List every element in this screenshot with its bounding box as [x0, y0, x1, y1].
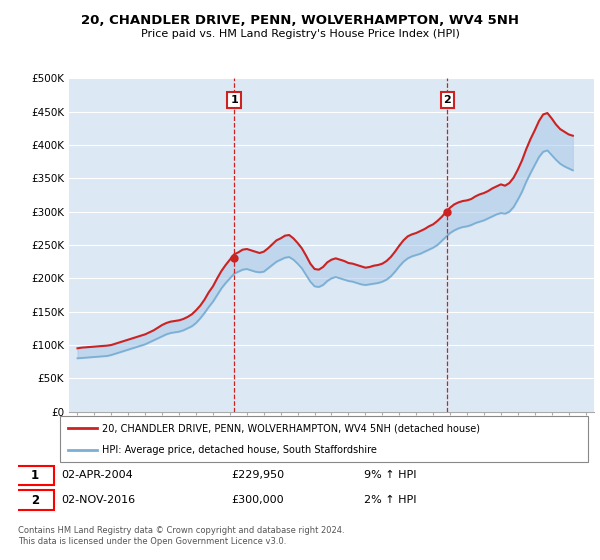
Text: £300,000: £300,000 — [231, 495, 284, 505]
Text: 20, CHANDLER DRIVE, PENN, WOLVERHAMPTON, WV4 5NH (detached house): 20, CHANDLER DRIVE, PENN, WOLVERHAMPTON,… — [102, 423, 480, 433]
Text: 2: 2 — [443, 95, 451, 105]
Text: 20, CHANDLER DRIVE, PENN, WOLVERHAMPTON, WV4 5NH: 20, CHANDLER DRIVE, PENN, WOLVERHAMPTON,… — [81, 14, 519, 27]
Text: HPI: Average price, detached house, South Staffordshire: HPI: Average price, detached house, Sout… — [102, 445, 377, 455]
Text: Contains HM Land Registry data © Crown copyright and database right 2024.
This d: Contains HM Land Registry data © Crown c… — [18, 526, 344, 546]
FancyBboxPatch shape — [15, 465, 54, 486]
Text: 2% ↑ HPI: 2% ↑ HPI — [364, 495, 416, 505]
Text: 1: 1 — [230, 95, 238, 105]
Text: 9% ↑ HPI: 9% ↑ HPI — [364, 470, 416, 480]
Text: £229,950: £229,950 — [231, 470, 284, 480]
Text: 02-NOV-2016: 02-NOV-2016 — [61, 495, 136, 505]
FancyBboxPatch shape — [15, 490, 54, 510]
Text: Price paid vs. HM Land Registry's House Price Index (HPI): Price paid vs. HM Land Registry's House … — [140, 29, 460, 39]
FancyBboxPatch shape — [60, 416, 588, 462]
Text: 2: 2 — [31, 493, 39, 507]
Text: 1: 1 — [31, 469, 39, 482]
Text: 02-APR-2004: 02-APR-2004 — [61, 470, 133, 480]
